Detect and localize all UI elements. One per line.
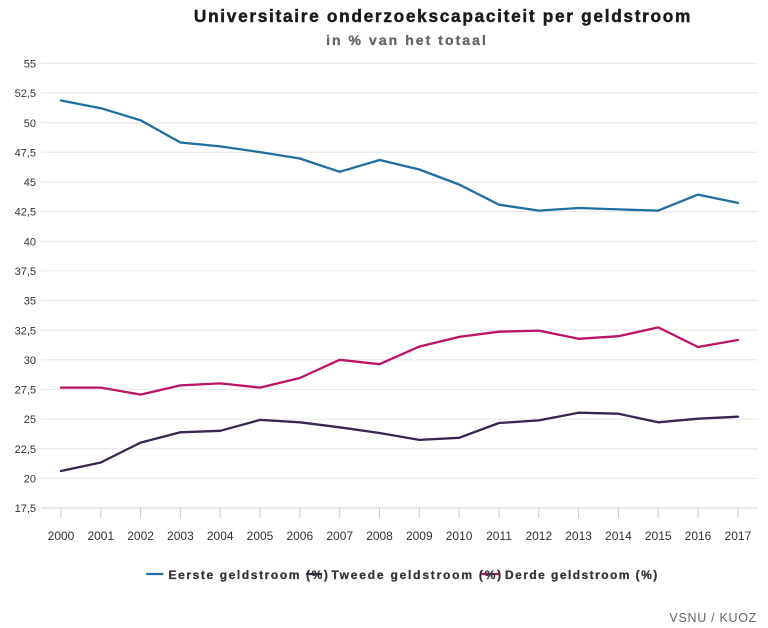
svg-text:52,5: 52,5 xyxy=(15,88,36,100)
svg-text:2011: 2011 xyxy=(486,529,512,543)
svg-text:2016: 2016 xyxy=(685,529,712,543)
svg-text:2010: 2010 xyxy=(446,529,473,543)
svg-text:2007: 2007 xyxy=(326,529,353,543)
svg-text:2006: 2006 xyxy=(286,529,313,543)
svg-text:2013: 2013 xyxy=(565,529,592,543)
svg-text:2012: 2012 xyxy=(525,529,552,543)
svg-text:Universitaire onderzoekscapaci: Universitaire onderzoekscapaciteit per g… xyxy=(194,6,692,26)
svg-text:2017: 2017 xyxy=(725,529,752,543)
svg-text:42,5: 42,5 xyxy=(15,207,36,219)
svg-text:2000: 2000 xyxy=(48,529,75,543)
svg-text:25: 25 xyxy=(24,414,36,426)
svg-text:in % van het totaal: in % van het totaal xyxy=(326,32,488,48)
svg-text:20: 20 xyxy=(24,474,36,486)
svg-text:2005: 2005 xyxy=(247,529,274,543)
svg-text:2015: 2015 xyxy=(645,529,672,543)
svg-text:2009: 2009 xyxy=(406,529,433,543)
svg-text:2014: 2014 xyxy=(605,529,632,543)
svg-text:35: 35 xyxy=(24,296,36,308)
svg-text:2008: 2008 xyxy=(366,529,393,543)
svg-text:40: 40 xyxy=(24,236,36,248)
svg-text:27,5: 27,5 xyxy=(15,385,36,397)
svg-text:47,5: 47,5 xyxy=(15,147,36,159)
svg-text:30: 30 xyxy=(24,355,36,367)
svg-text:50: 50 xyxy=(24,118,36,130)
svg-text:VSNU / KUOZ: VSNU / KUOZ xyxy=(669,611,757,625)
svg-text:Derde geldstroom (%): Derde geldstroom (%) xyxy=(505,568,659,582)
svg-text:45: 45 xyxy=(24,177,36,189)
svg-text:2003: 2003 xyxy=(167,529,194,543)
svg-text:55: 55 xyxy=(24,59,36,71)
svg-text:Tweede geldstroom (%): Tweede geldstroom (%) xyxy=(331,568,503,582)
svg-text:32,5: 32,5 xyxy=(15,325,36,337)
svg-text:2001: 2001 xyxy=(87,529,114,543)
svg-text:Eerste geldstroom (%): Eerste geldstroom (%) xyxy=(169,568,330,582)
svg-text:2004: 2004 xyxy=(207,529,234,543)
svg-text:2002: 2002 xyxy=(127,529,154,543)
svg-text:22,5: 22,5 xyxy=(15,444,36,456)
svg-text:17,5: 17,5 xyxy=(15,503,36,515)
svg-text:37,5: 37,5 xyxy=(15,266,36,278)
